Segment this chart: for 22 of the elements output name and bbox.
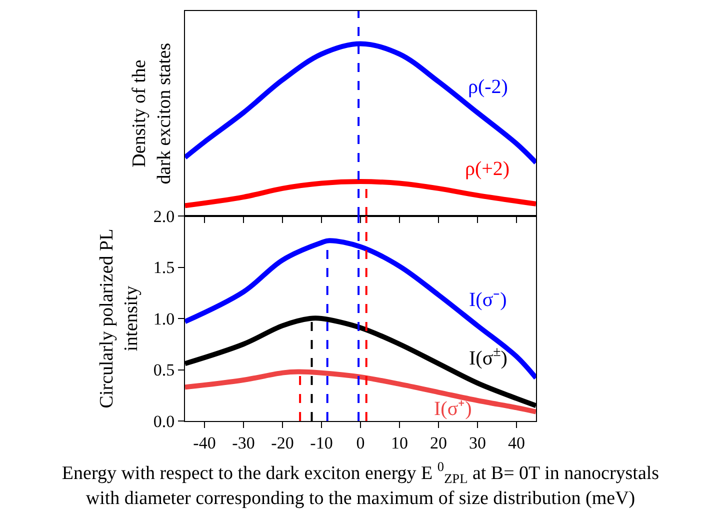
y-tick-label: 2.0 bbox=[153, 206, 175, 226]
x-axis-title: Energy with respect to the dark exciton energy E $^{0}$$_{ZPL}$ at B= 0T in nanocrystals with diameter corresponding to the maximum of size distribution (meV) bbox=[62, 459, 660, 509]
x-tick-label: 0 bbox=[356, 433, 365, 452]
series-label: ρ(+2) bbox=[465, 158, 510, 180]
y-axis-title: Circularly polarized PL intensity bbox=[96, 228, 142, 408]
x-tick-label: 20 bbox=[430, 433, 447, 452]
series-label: I(σ$^{±}$) bbox=[469, 345, 508, 370]
x-tick-label: -30 bbox=[232, 433, 255, 452]
x-tick-label: -40 bbox=[193, 433, 216, 452]
y-tick-label: 1.0 bbox=[153, 309, 175, 328]
series-label: ρ(-2) bbox=[468, 76, 508, 98]
x-tick-label: 10 bbox=[391, 433, 408, 452]
x-tick-label: -20 bbox=[271, 433, 294, 452]
series-label: I(σ⁻) bbox=[469, 289, 507, 311]
x-tick-label: 40 bbox=[508, 433, 525, 452]
y-tick-label: 0.5 bbox=[153, 360, 175, 380]
y-axis-title: Density of the dark exciton states bbox=[129, 42, 175, 184]
x-tick-label: -10 bbox=[310, 433, 333, 452]
y-tick-label: 0.0 bbox=[153, 412, 175, 431]
y-tick-label: 1.5 bbox=[153, 258, 175, 278]
series-label: I(σ⁺) bbox=[434, 398, 472, 420]
x-tick-label: 30 bbox=[469, 433, 486, 452]
